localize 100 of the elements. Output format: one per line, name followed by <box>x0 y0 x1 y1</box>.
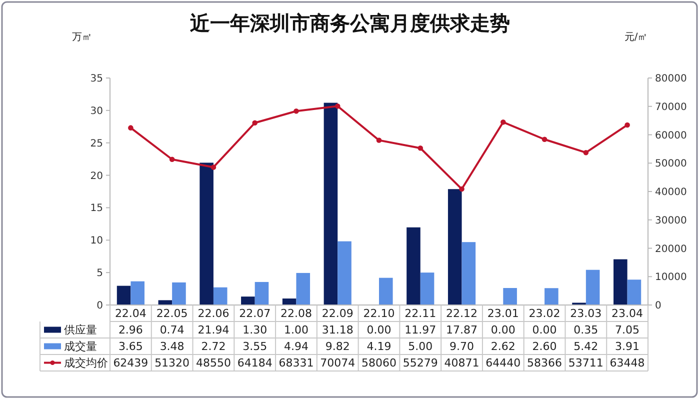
x-tick-label: 22.10 <box>363 307 395 320</box>
bar <box>158 300 172 305</box>
point <box>583 150 589 156</box>
y2-tick-label: 50000 <box>655 158 687 170</box>
data-label: 21.94 <box>198 324 230 337</box>
data-label: 64184 <box>237 356 272 370</box>
bar <box>420 272 434 305</box>
point <box>542 136 548 142</box>
bar <box>503 288 517 305</box>
data-label: 62439 <box>113 356 148 370</box>
data-label: 7.05 <box>615 324 640 337</box>
data-label: 0.00 <box>366 324 392 337</box>
x-tick-label: 22.11 <box>404 307 436 320</box>
bar <box>254 282 269 305</box>
x-tick-label: 22.08 <box>280 307 312 320</box>
data-label: 40871 <box>444 356 480 370</box>
data-label: 2.60 <box>532 340 557 354</box>
point <box>334 104 340 109</box>
data-label: 58060 <box>362 356 396 370</box>
data-label: 5.00 <box>408 340 433 354</box>
x-tick-label: 22.04 <box>114 307 146 320</box>
data-label: 2.62 <box>490 340 516 354</box>
bar <box>406 227 420 305</box>
y2-tick-label: 20000 <box>655 244 687 255</box>
legend-label: 成交量 <box>64 340 97 354</box>
bar <box>462 242 476 305</box>
y2-tick-label: 70000 <box>655 102 687 113</box>
x-tick-label: 22.07 <box>239 307 271 320</box>
bar <box>282 298 296 305</box>
bar <box>379 278 393 305</box>
data-label: 4.19 <box>366 340 392 354</box>
y2-axis-title: 元/㎡ <box>624 32 648 43</box>
y-axis-title: 万㎡ <box>72 32 92 43</box>
data-label: 0.00 <box>532 324 557 337</box>
data-label: 55279 <box>402 356 438 370</box>
data-label: 0.35 <box>574 324 598 337</box>
data-label: 3.48 <box>160 340 184 354</box>
point <box>376 138 382 143</box>
point <box>128 125 134 130</box>
data-label: 0.74 <box>160 324 184 337</box>
data-label: 68331 <box>278 356 314 370</box>
legend-label: 成交均价 <box>64 356 108 370</box>
bar <box>614 259 628 305</box>
x-tick-label: 23.02 <box>528 307 560 320</box>
data-label: 0.00 <box>490 324 516 337</box>
data-label: 48550 <box>196 356 231 370</box>
bar <box>213 287 228 305</box>
bar <box>200 162 214 305</box>
data-label: 4.94 <box>284 340 308 354</box>
data-label: 5.42 <box>574 340 598 354</box>
point <box>459 186 464 192</box>
bar <box>448 189 462 305</box>
point <box>210 164 216 170</box>
bar <box>241 296 255 305</box>
data-label: 63448 <box>610 356 645 370</box>
data-label: 31.18 <box>322 324 354 337</box>
data-label: 70074 <box>320 356 356 370</box>
point <box>418 146 424 151</box>
bar <box>338 241 352 305</box>
bar <box>324 102 338 305</box>
x-tick-label: 22.05 <box>156 307 188 320</box>
data-label: 2.96 <box>118 324 143 337</box>
bar <box>172 282 186 305</box>
point <box>252 120 258 126</box>
bar <box>116 286 131 305</box>
y-tick-label: 10 <box>90 236 103 247</box>
data-label: 58366 <box>527 356 562 370</box>
y-tick-label: 20 <box>90 170 103 182</box>
y-tick-label: 30 <box>90 106 103 117</box>
data-label: 1.30 <box>242 324 268 337</box>
legend-label: 供应量 <box>64 324 97 337</box>
y-tick-label: 0 <box>96 300 103 312</box>
data-label: 51320 <box>154 356 190 370</box>
x-tick-label: 23.03 <box>570 307 602 320</box>
bar <box>627 280 642 305</box>
data-label: 3.55 <box>242 340 268 354</box>
x-tick-label: 22.12 <box>446 307 478 320</box>
y-tick-label: 5 <box>96 268 103 280</box>
data-label: 11.97 <box>404 324 436 337</box>
chart-title: 近一年深圳市商务公寓月度供求走势 <box>189 11 510 35</box>
y2-tick-label: 0 <box>655 300 662 312</box>
point <box>169 156 175 162</box>
y-tick-label: 15 <box>90 203 103 214</box>
y2-tick-label: 40000 <box>655 187 687 198</box>
data-label: 64440 <box>486 356 521 370</box>
data-label: 53711 <box>568 356 604 370</box>
data-label: 9.82 <box>325 340 350 354</box>
bar <box>586 270 600 305</box>
data-label: 3.65 <box>118 340 143 354</box>
x-tick-label: 22.09 <box>322 307 354 320</box>
x-tick-label: 23.04 <box>612 307 644 320</box>
y2-tick-label: 80000 <box>655 74 687 84</box>
data-label: 17.87 <box>446 324 478 337</box>
data-label: 3.91 <box>615 340 640 354</box>
point <box>624 122 630 128</box>
data-label: 2.72 <box>201 340 226 354</box>
data-label: 9.70 <box>450 340 474 354</box>
bar <box>544 288 558 305</box>
y-tick-label: 35 <box>90 74 103 84</box>
point <box>294 108 299 114</box>
